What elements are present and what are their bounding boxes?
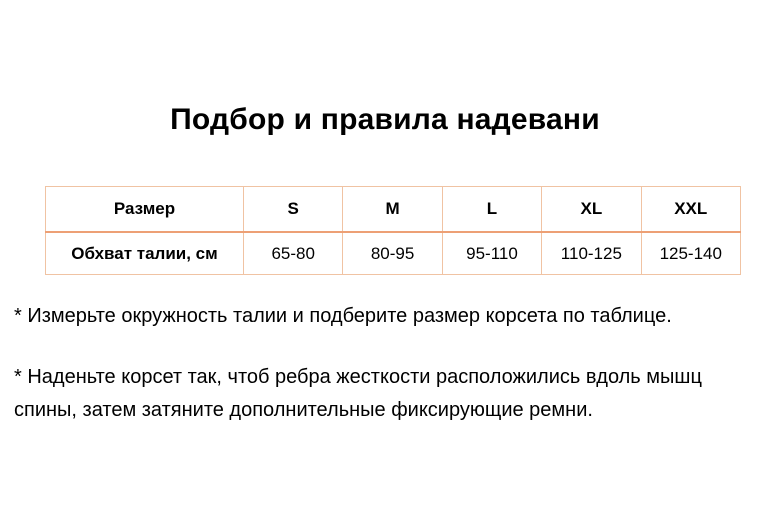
table-cell-waist-xxl: 125-140 xyxy=(640,231,741,275)
table-header-cell-label: Размер xyxy=(45,186,244,233)
table-cell-waist-xl: 110-125 xyxy=(541,231,642,275)
page-title: Подбор и правила надевани xyxy=(170,103,600,137)
table-header-cell-s: S xyxy=(242,186,344,233)
table-header-cell-m: M xyxy=(342,186,443,233)
instructions-list: * Измерьте окружность талии и подберите … xyxy=(14,300,756,427)
instruction-measure: * Измерьте окружность талии и подберите … xyxy=(14,305,672,327)
table-header-cell-xxl: XXL xyxy=(640,186,741,233)
table-cell-waist-l: 95-110 xyxy=(441,231,543,275)
table-header-cell-xl: XL xyxy=(541,186,642,233)
table-header-cell-l: L xyxy=(441,186,543,233)
table-header-row: Размер S M L XL XXL xyxy=(45,186,741,233)
table-row: Обхват талии, см 65-80 80-95 95-110 110-… xyxy=(45,231,741,275)
instruction-wearing: * Наденьте корсет так, чтоб ребра жестко… xyxy=(14,366,702,421)
size-chart-container: Размер S M L XL XXL Обхват талии, см 65-… xyxy=(45,186,741,275)
table-cell-waist-m: 80-95 xyxy=(342,231,443,275)
table-cell-row-label: Обхват талии, см xyxy=(45,231,244,275)
size-chart-table: Размер S M L XL XXL Обхват талии, см 65-… xyxy=(45,186,741,275)
table-cell-waist-s: 65-80 xyxy=(242,231,344,275)
